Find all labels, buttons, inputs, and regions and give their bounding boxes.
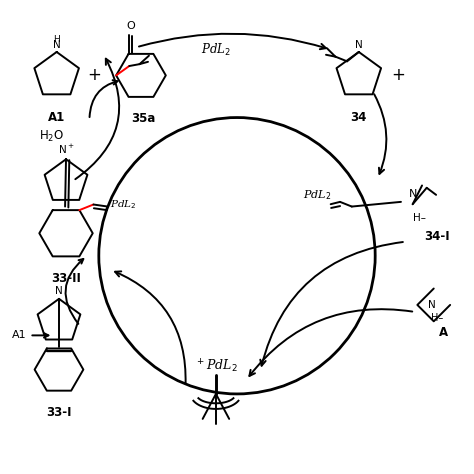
Text: PdL$_2$: PdL$_2$: [110, 199, 137, 211]
Text: N: N: [428, 300, 435, 310]
Text: N: N: [55, 286, 63, 296]
Text: A: A: [438, 326, 447, 339]
Text: N$^+$: N$^+$: [58, 143, 74, 156]
Text: 33-II: 33-II: [51, 272, 81, 285]
Text: A1: A1: [12, 330, 27, 340]
Text: +: +: [392, 66, 406, 84]
Text: H–: H–: [413, 213, 426, 223]
Text: 34: 34: [351, 110, 367, 124]
Text: 35a: 35a: [131, 112, 155, 125]
Text: H: H: [53, 35, 60, 44]
Text: A1: A1: [48, 110, 65, 124]
Text: 33-I: 33-I: [46, 406, 72, 419]
Text: PdL$_2$: PdL$_2$: [302, 188, 331, 202]
Text: PdL$_2$: PdL$_2$: [201, 42, 231, 58]
Text: N: N: [355, 40, 363, 50]
Text: O: O: [127, 21, 135, 31]
Text: H–: H–: [431, 313, 444, 323]
Text: N: N: [53, 40, 61, 50]
Text: 34-I: 34-I: [424, 230, 450, 244]
Text: $^+$PdL$_2$: $^+$PdL$_2$: [195, 358, 237, 375]
Text: +: +: [87, 66, 101, 84]
Text: H$_2$O: H$_2$O: [39, 129, 64, 144]
Text: N: N: [409, 189, 417, 199]
